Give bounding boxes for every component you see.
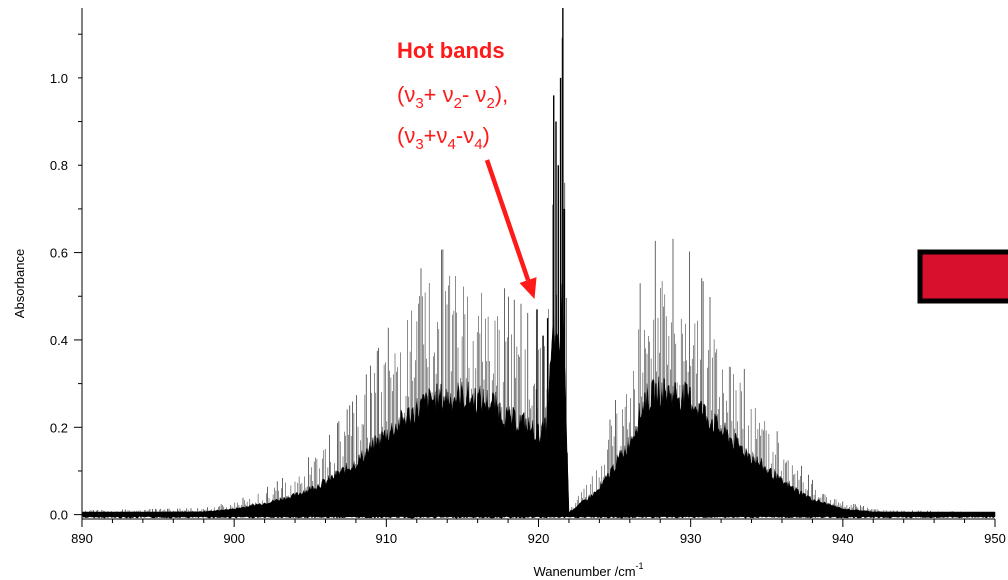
x-tick-label: 930 bbox=[680, 531, 702, 546]
annotation-subscript: 4 bbox=[474, 136, 482, 153]
annotation-subscript: 3 bbox=[415, 95, 423, 112]
annotation-subscript: 2 bbox=[486, 95, 494, 112]
annotation-subscript: 2 bbox=[454, 95, 462, 112]
x-axis-title: Wanenumber /cm-1 bbox=[533, 561, 643, 579]
annotation-text: ), bbox=[495, 82, 508, 107]
y-ticks: 0.0 0.2 0.4 0.6 0.8 1.0 bbox=[50, 33, 82, 523]
x-tick-label: 950 bbox=[984, 531, 1006, 546]
annotation-arrow bbox=[484, 159, 531, 281]
annotation-text: + ν bbox=[424, 82, 454, 107]
x-tick-label: 910 bbox=[375, 531, 397, 546]
annotation-text: ) bbox=[483, 123, 490, 148]
x-axis-title-text: Wanenumber /cm bbox=[533, 564, 635, 579]
x-tick-label: 900 bbox=[223, 531, 245, 546]
annotation-line-2: (ν3+ ν2- ν2), bbox=[397, 82, 508, 112]
x-tick-label: 920 bbox=[528, 531, 550, 546]
y-tick-label: 1.0 bbox=[50, 71, 68, 86]
y-tick-label: 0.6 bbox=[50, 246, 68, 261]
y-tick-label: 0.4 bbox=[50, 333, 68, 348]
hot-bands-annotation: Hot bands (ν3+ ν2- ν2), (ν3+ν4-ν4) bbox=[397, 38, 537, 299]
y-tick-label: 0.2 bbox=[50, 420, 68, 435]
annotation-line-3: (ν3+ν4-ν4) bbox=[397, 123, 490, 153]
annotation-subscript: 3 bbox=[415, 136, 423, 153]
annotation-text: -ν bbox=[456, 123, 474, 148]
y-axis-title: Absorbance bbox=[12, 249, 27, 318]
annotation-title: Hot bands bbox=[397, 38, 505, 63]
x-ticks: 890 900 910 920 930 940 950 bbox=[71, 519, 1006, 546]
annotation-text: (ν bbox=[397, 123, 415, 148]
legend-swatch bbox=[917, 249, 1008, 304]
annotation-text: +ν bbox=[424, 123, 448, 148]
x-axis-title-sup: -1 bbox=[636, 561, 644, 571]
annotation-text: - ν bbox=[462, 82, 486, 107]
x-tick-label: 890 bbox=[71, 531, 93, 546]
y-tick-label: 0.0 bbox=[50, 508, 68, 523]
spectrum-envelope bbox=[82, 283, 996, 519]
annotation-text: (ν bbox=[397, 82, 415, 107]
y-tick-label: 0.8 bbox=[50, 158, 68, 173]
annotation-arrowhead bbox=[519, 277, 537, 299]
annotation-subscript: 4 bbox=[448, 136, 456, 153]
x-tick-label: 940 bbox=[832, 531, 854, 546]
